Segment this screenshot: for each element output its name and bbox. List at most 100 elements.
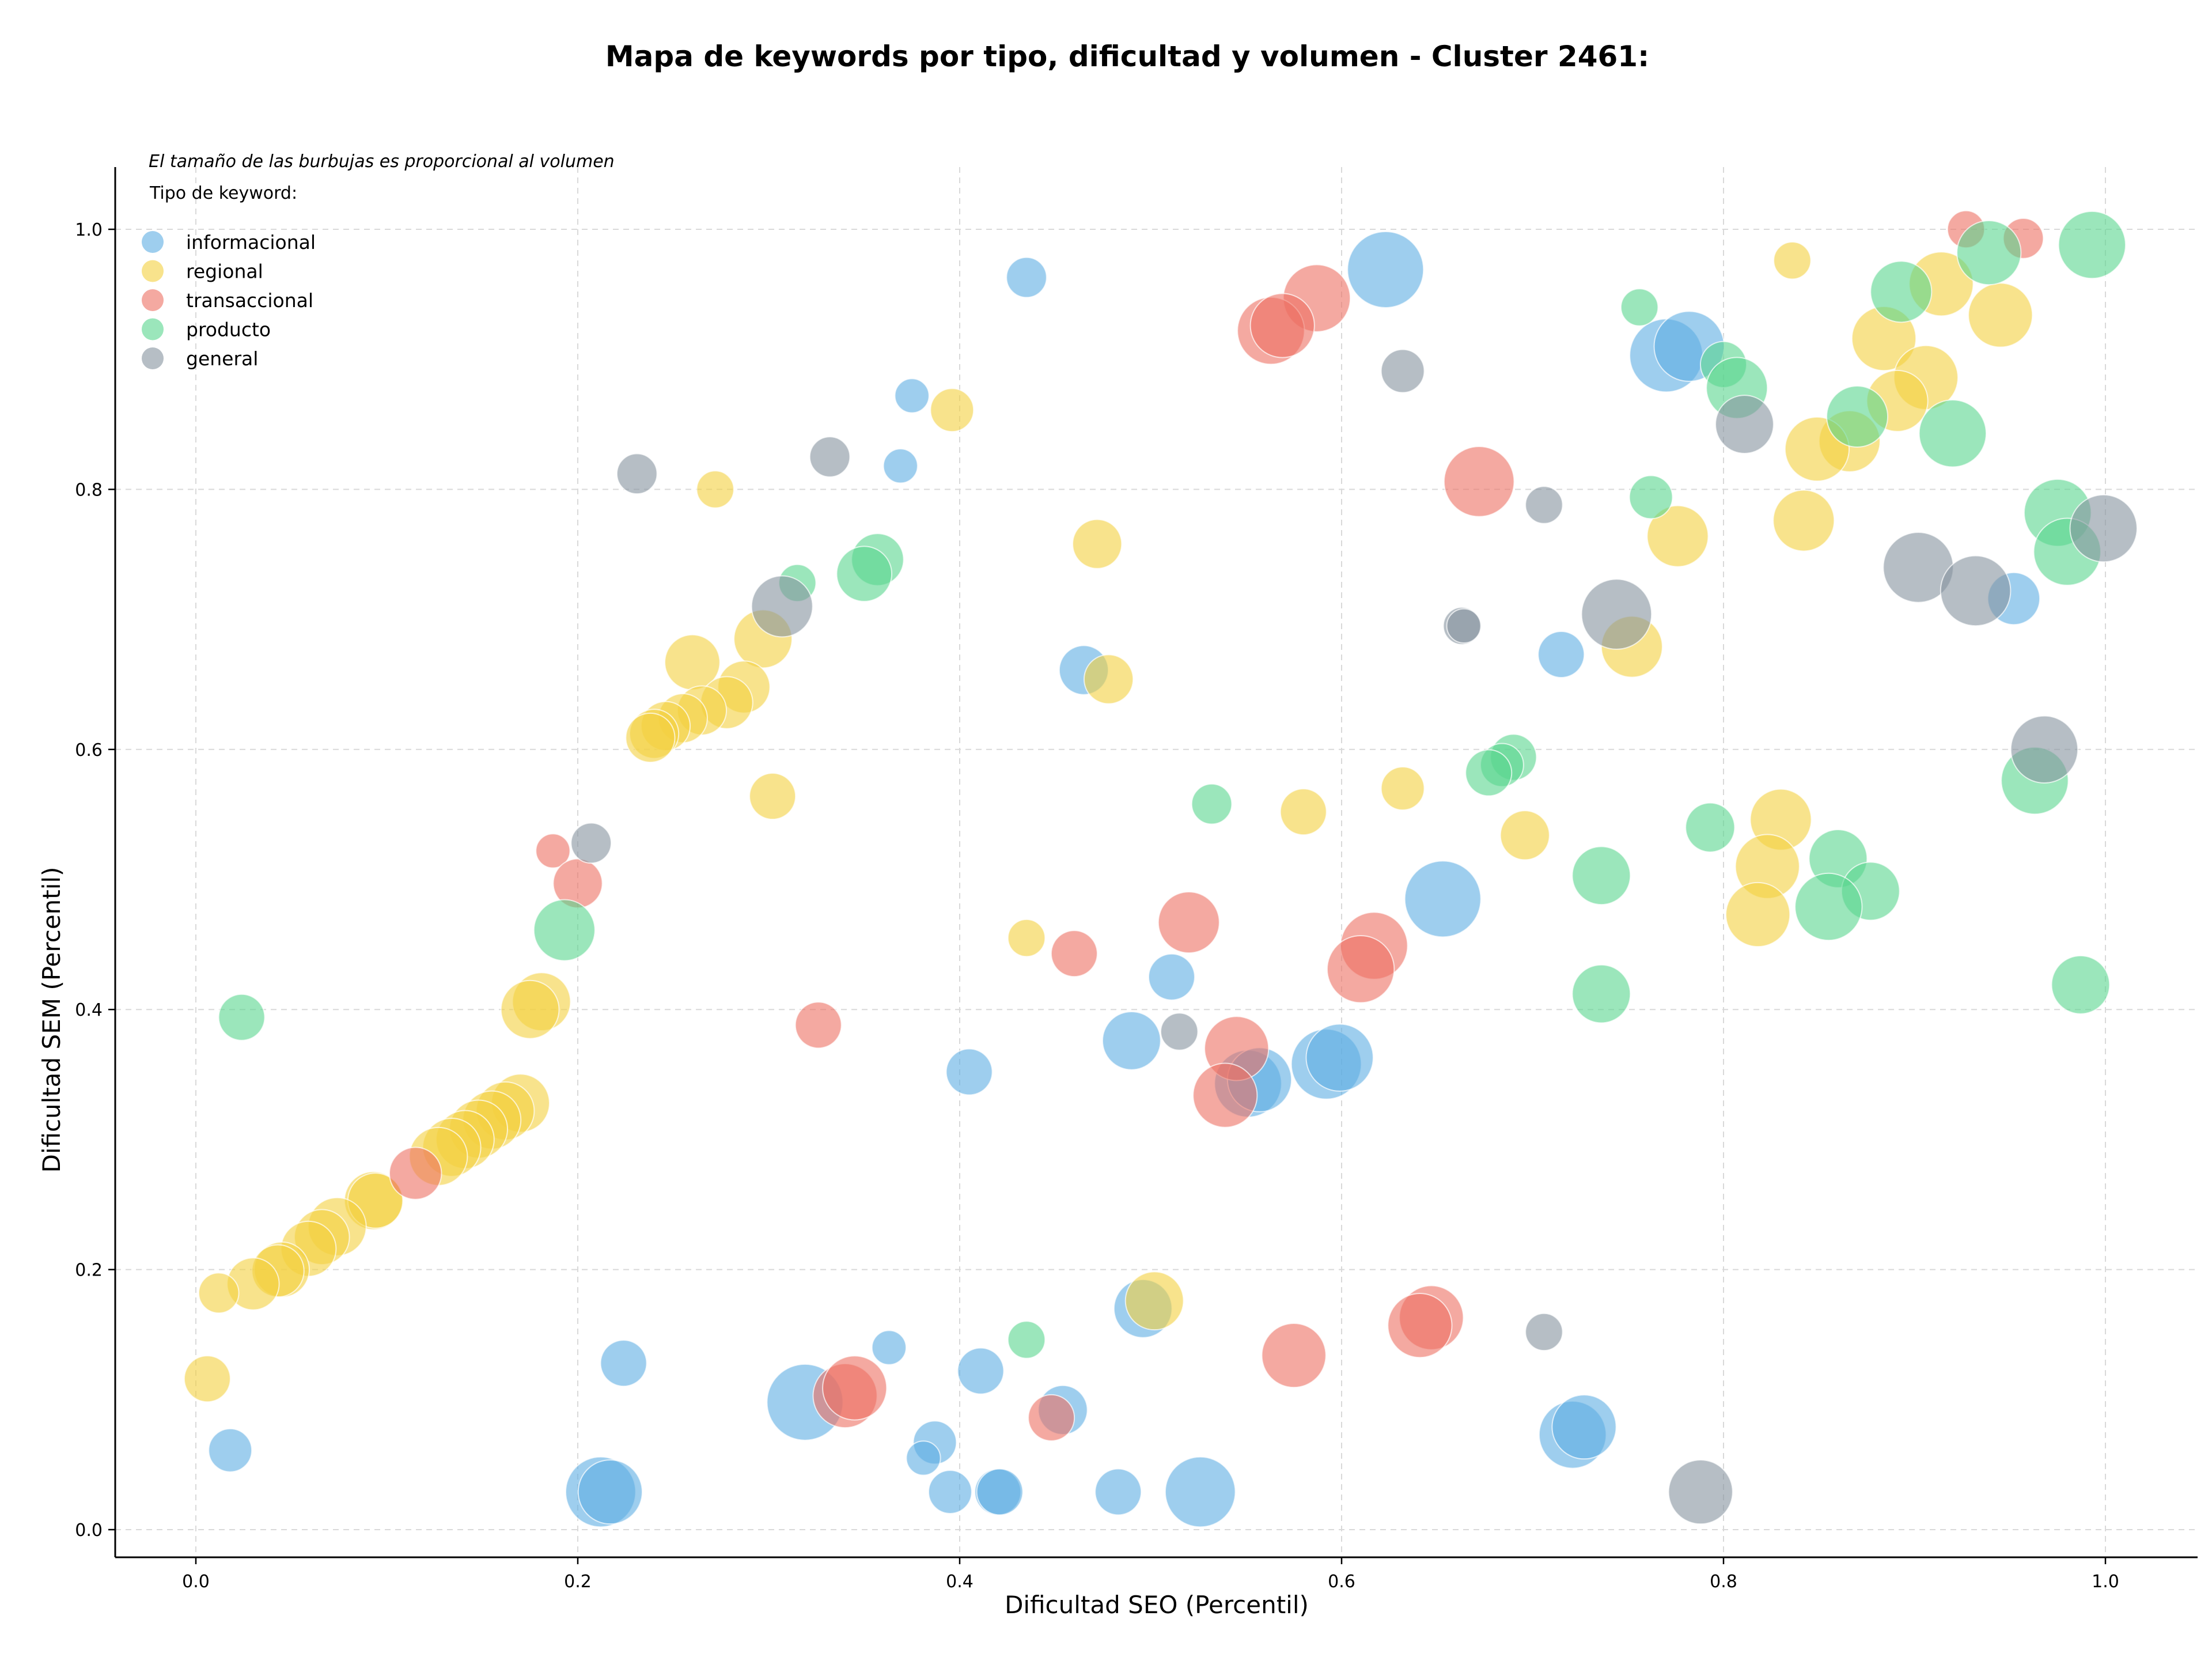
bubble-informacional: [1537, 631, 1585, 679]
points-layer: [183, 210, 2138, 1528]
bubble-transaccional: [1050, 930, 1098, 978]
bubble-regional: [198, 1272, 240, 1314]
bubble-general: [2010, 715, 2079, 784]
bubble-informacional: [1347, 230, 1425, 308]
bubble-producto: [1685, 802, 1736, 853]
bubble-informacional: [945, 1048, 993, 1096]
legend-title: Tipo de keyword:: [149, 183, 297, 203]
bubble-producto: [1191, 783, 1233, 825]
bubble-transaccional: [1443, 446, 1515, 517]
bubble-informacional: [1551, 1394, 1617, 1460]
legend-label-informacional: informacional: [186, 231, 316, 253]
bubble-informacional: [906, 1440, 941, 1476]
bubble-transaccional: [535, 833, 571, 869]
bubble-transaccional: [1261, 1322, 1327, 1388]
bubble-regional: [500, 979, 560, 1039]
bubble-regional: [625, 712, 676, 763]
bubble-transaccional: [794, 1001, 842, 1049]
y-tick-label: 0.8: [75, 480, 103, 500]
bubble-informacional: [208, 1428, 253, 1473]
legend-items: informacional regional transaccional produc…: [142, 231, 316, 370]
bubble-producto: [1571, 846, 1631, 906]
bubble-informacional: [882, 448, 918, 484]
x-tick-label: 1.0: [2092, 1572, 2119, 1592]
bubble-producto: [1465, 749, 1513, 797]
bubble-informacional: [1101, 1011, 1161, 1070]
bubble-regional: [696, 470, 734, 509]
legend-marker-informacional: [142, 231, 164, 253]
bubble-regional: [1124, 1271, 1184, 1331]
bubble-regional: [1772, 489, 1835, 552]
bubble-producto: [1956, 220, 2022, 286]
bubble-regional: [930, 388, 975, 433]
bubble-general: [1715, 395, 1774, 454]
bubble-transaccional: [389, 1147, 442, 1200]
bubble-transaccional: [822, 1355, 888, 1421]
bubble-informacional: [1305, 1023, 1374, 1092]
legend-marker-general: [142, 347, 164, 369]
bubble-informacional: [1164, 1456, 1236, 1528]
y-tick-label: 1.0: [75, 220, 103, 240]
y-tick-label: 0.0: [75, 1520, 103, 1541]
legend-label-general: general: [186, 347, 258, 370]
bubble-general: [809, 436, 851, 478]
bubble-general: [570, 822, 612, 864]
bubble-producto: [1870, 260, 1933, 323]
legend: El tamaño de las burbujas es proporciona…: [142, 152, 615, 370]
bubble-regional: [1083, 654, 1134, 705]
bubble-producto: [1794, 872, 1863, 941]
legend-marker-transaccional: [142, 289, 164, 311]
x-tick-label: 0.8: [1710, 1572, 1737, 1592]
bubble-general: [1525, 1312, 1563, 1352]
bubble-informacional: [600, 1340, 647, 1387]
chart-title: Mapa de keywords por tipo, dificultad y …: [605, 40, 1649, 73]
legend-label-regional: regional: [186, 260, 263, 283]
bubble-regional: [1773, 241, 1812, 280]
bubble-informacional: [928, 1470, 972, 1514]
bubble-informacional: [871, 1330, 907, 1365]
bubble-regional: [1279, 788, 1327, 836]
bubble-size-note: El tamaño de las burbujas es proporciona…: [149, 152, 615, 172]
bubble-informacional: [1404, 860, 1482, 938]
x-tick-label: 0.0: [182, 1572, 210, 1592]
bubble-informacional: [577, 1459, 643, 1525]
bubble-regional: [749, 773, 797, 820]
bubble-producto: [1620, 288, 1659, 327]
bubble-regional: [1007, 918, 1046, 958]
bubble-general: [1668, 1459, 1733, 1525]
bubble-general: [1160, 1012, 1199, 1051]
bubble-producto: [1571, 964, 1631, 1024]
y-tick-label: 0.4: [75, 1000, 103, 1020]
x-tick-label: 0.6: [1328, 1572, 1355, 1592]
bubble-informacional: [894, 378, 930, 414]
bubble-informacional: [976, 1468, 1024, 1516]
bubble-informacional: [1147, 953, 1195, 1001]
bubble-transaccional: [1387, 1293, 1453, 1359]
bubble-producto: [2058, 210, 2126, 279]
legend-marker-regional: [142, 260, 164, 282]
bubble-regional: [1968, 282, 2033, 348]
bubble-regional: [1072, 519, 1123, 569]
bubble-producto: [2051, 955, 2111, 1015]
x-tick-label: 0.2: [564, 1572, 592, 1592]
x-tick-label: 0.4: [946, 1572, 974, 1592]
bubble-general: [1525, 486, 1563, 524]
y-tick-label: 0.6: [75, 740, 103, 760]
bubble-general: [751, 575, 813, 638]
bubble-general: [2069, 494, 2138, 563]
axes-layer: 0.0 0.2 0.4 0.6 0.8 1.0 0.0 0.2 0.4 0.6 0.8 1.0: [75, 167, 2198, 1592]
y-axis-label: Dificultad SEM (Percentil): [37, 867, 66, 1173]
bubble-producto: [533, 899, 596, 962]
bubble-transaccional: [1249, 293, 1315, 358]
bubble-general: [1940, 555, 2012, 627]
bubble-general: [1581, 578, 1653, 650]
bubble-producto: [1007, 1321, 1046, 1359]
bubble-transaccional: [1028, 1394, 1075, 1441]
bubble-producto: [1628, 475, 1673, 520]
bubble-regional: [1380, 766, 1425, 811]
legend-marker-producto: [142, 318, 164, 340]
bubble-producto: [218, 993, 266, 1041]
bubble-transaccional: [1326, 935, 1395, 1004]
bubble-transaccional: [1192, 1062, 1258, 1128]
bubble-general: [1380, 349, 1425, 394]
